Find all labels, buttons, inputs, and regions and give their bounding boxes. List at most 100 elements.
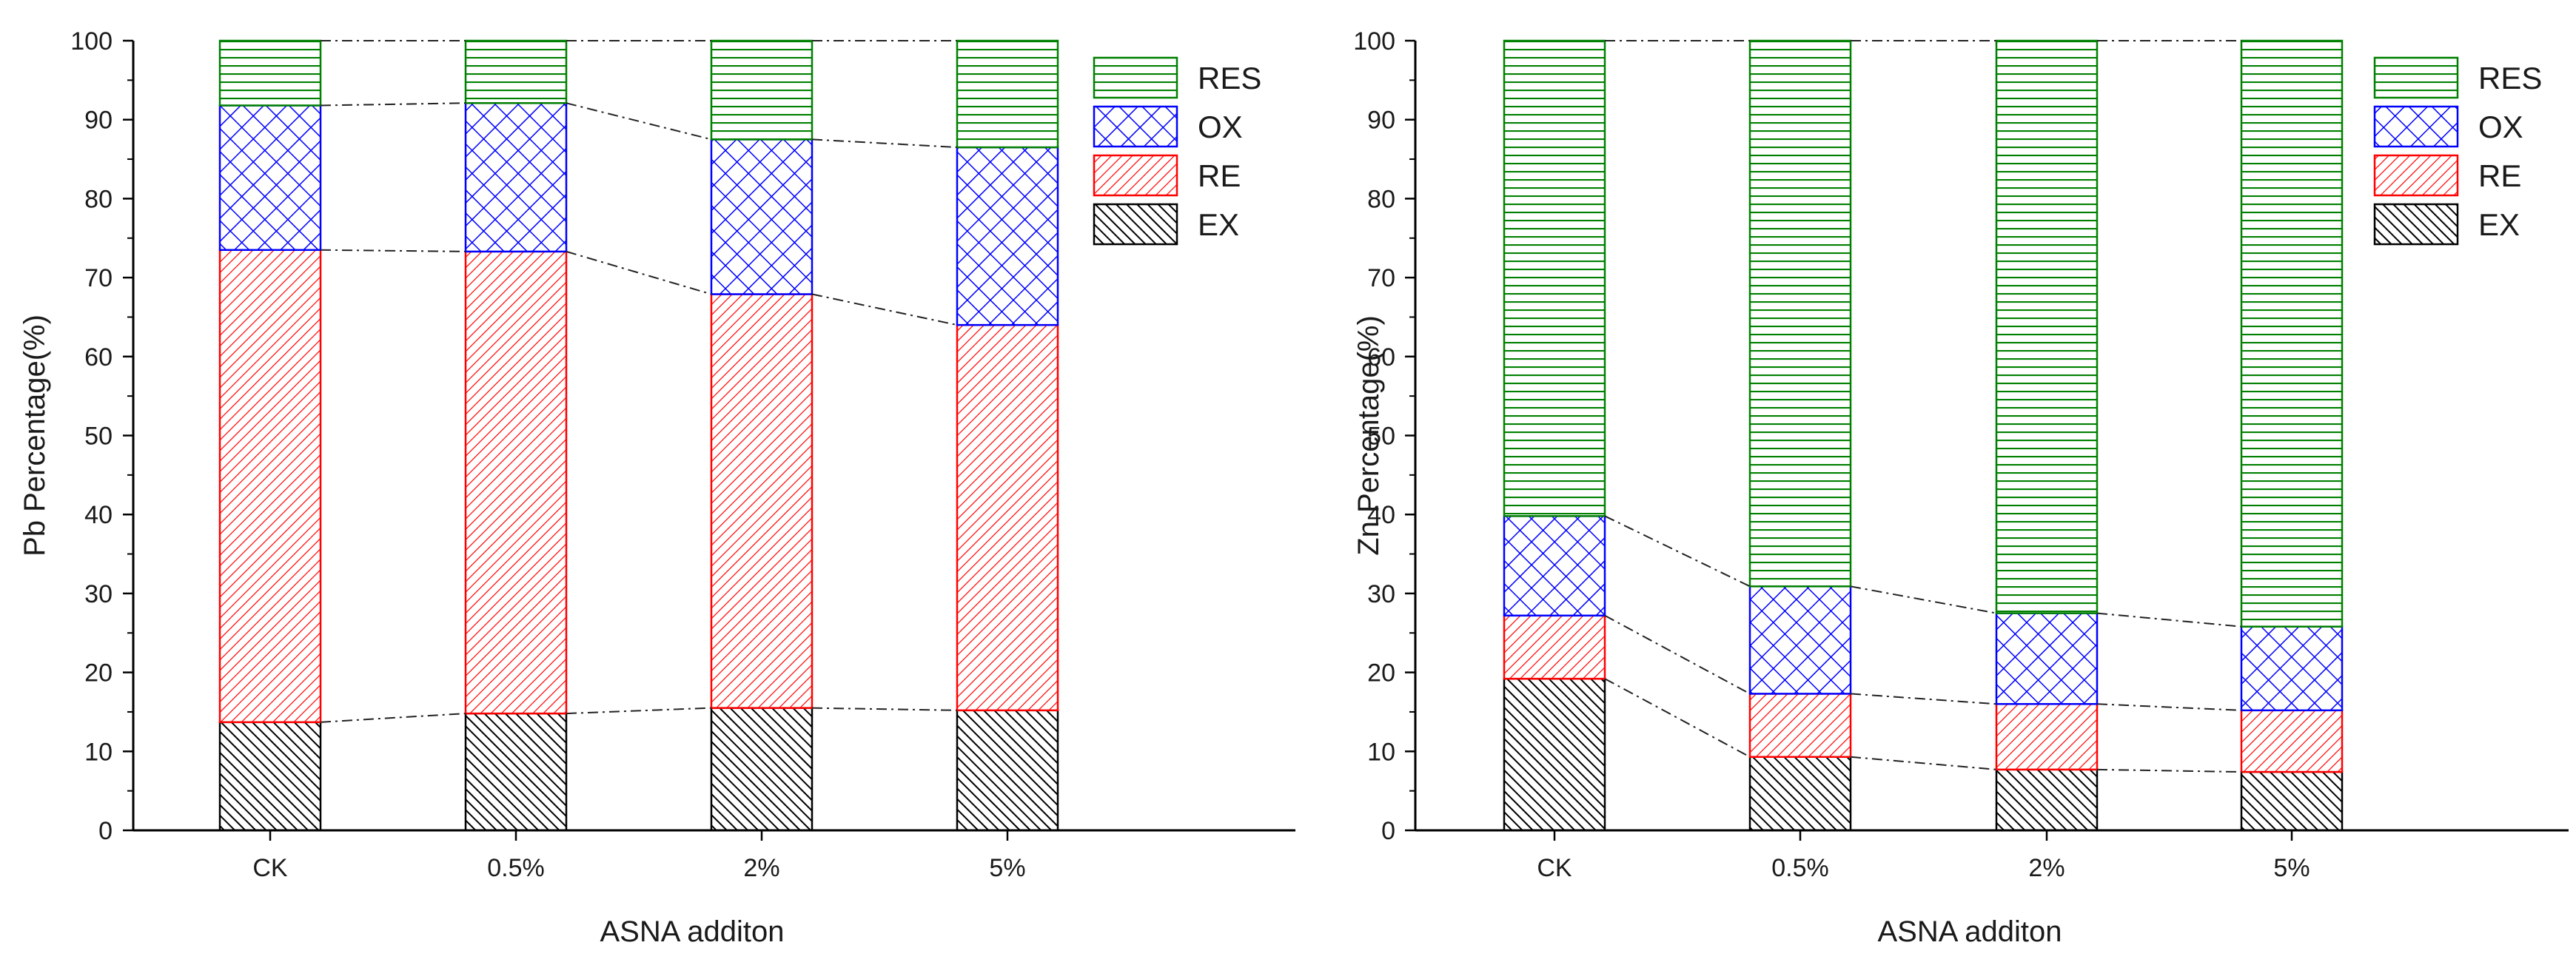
- y-tick-label: 20: [1367, 659, 1395, 688]
- connector-line-1-0: [1604, 614, 1751, 695]
- y-tick-label: 50: [84, 423, 113, 451]
- x-tick-label: 0.5%: [1771, 854, 1829, 882]
- x-tick-label: 0.5%: [487, 854, 545, 882]
- legend-swatch-ex: [1093, 203, 1178, 246]
- y-tick-label: 50: [1367, 423, 1395, 451]
- legend-swatch-ox: [2373, 105, 2459, 148]
- bar-res-0: [1503, 39, 1606, 517]
- y-tick-label: 30: [1367, 580, 1395, 608]
- connector-line-1-2: [2096, 703, 2242, 711]
- y-tick-label: 40: [84, 501, 113, 529]
- legend-swatch-res: [2373, 56, 2459, 99]
- y-tick-label: 60: [1367, 343, 1395, 372]
- legend-swatch-ox: [1093, 105, 1178, 148]
- bar-ex-3: [956, 709, 1059, 832]
- y-tick-label: 0: [98, 817, 113, 845]
- bar-ex-1: [464, 712, 568, 832]
- connector-line-0-1: [566, 707, 712, 715]
- y-axis-title: Pb Percentage(%): [19, 315, 51, 557]
- bar-ox-2: [710, 138, 814, 295]
- bar-ox-0: [218, 104, 322, 252]
- chart-panel-1: 0 10 20 30 40 50 60 70 80 90 100 CK 0.5% 2% 5% ASNA add…: [19, 27, 1295, 948]
- bar-re-3: [2240, 709, 2344, 773]
- connector-line-1-1: [1850, 693, 1997, 705]
- y-tick-label: 100: [1353, 27, 1395, 56]
- bar-re-2: [1995, 703, 2099, 771]
- connector-line-1-1: [566, 250, 712, 295]
- connector-line-2-1: [1850, 585, 1997, 614]
- y-tick-label: 60: [84, 343, 113, 372]
- connector-line-1-0: [320, 249, 466, 252]
- legend-label-ex: EX: [2478, 207, 2520, 242]
- legend-swatch-ex: [2373, 203, 2459, 246]
- connector-line-0-0: [1604, 678, 1751, 758]
- legend: RES OX RE EX: [1093, 56, 1261, 246]
- legend-label-res: RES: [1198, 61, 1261, 95]
- legend-label-ox: OX: [1198, 110, 1243, 144]
- x-axis-title: ASNA additon: [600, 915, 784, 948]
- chart-panel-2: 0 10 20 30 40 50 60 70 80 90 100 CK 0.5% 2% 5% ASNA add…: [1352, 27, 2569, 948]
- legend-label-re: RE: [1198, 158, 1241, 193]
- connector-line-0-2: [2096, 768, 2242, 773]
- y-tick-label: 80: [1367, 185, 1395, 213]
- bar-res-3: [956, 39, 1059, 149]
- bar-ex-2: [1995, 768, 2099, 832]
- bar-ox-3: [956, 146, 1059, 326]
- y-tick-label: 80: [84, 185, 113, 213]
- x-tick-label: CK: [1537, 854, 1572, 882]
- connector-line-1-2: [811, 293, 958, 326]
- y-tick-label: 10: [84, 738, 113, 766]
- bar-re-0: [218, 249, 322, 724]
- y-axis-title: Zn Percentage(%): [1352, 315, 1385, 556]
- legend-swatch-res: [1093, 56, 1178, 99]
- bar-ox-3: [2240, 625, 2344, 712]
- x-tick-label: 2%: [743, 854, 779, 882]
- bar-ex-0: [218, 721, 322, 832]
- y-tick-label: 0: [1381, 817, 1395, 845]
- legend-swatch-re: [2373, 154, 2459, 197]
- bar-ex-2: [710, 707, 814, 832]
- bar-ex-0: [1503, 677, 1606, 832]
- y-tick-label: 90: [1367, 107, 1395, 135]
- x-tick-label: CK: [252, 854, 288, 882]
- x-tick-label: 2%: [2028, 854, 2065, 882]
- bar-re-2: [710, 293, 814, 709]
- bar-re-0: [1503, 614, 1606, 680]
- y-tick-label: 70: [1367, 264, 1395, 292]
- y-tick-label: 20: [84, 659, 113, 688]
- y-tick-label: 90: [84, 107, 113, 135]
- x-axis-title: ASNA additon: [1877, 915, 2062, 948]
- bar-re-3: [956, 323, 1059, 712]
- bar-res-0: [218, 39, 322, 107]
- y-tick-label: 40: [1367, 501, 1395, 529]
- legend-label-re: RE: [2478, 158, 2521, 193]
- bar-re-1: [1748, 693, 1852, 759]
- legend-label-ex: EX: [1198, 207, 1239, 242]
- bar-res-2: [1995, 39, 2099, 614]
- y-tick-label: 30: [84, 580, 113, 608]
- connector-line-2-0: [1604, 515, 1751, 588]
- connector-line-2-2: [811, 138, 958, 149]
- connector-line-2-2: [2096, 612, 2242, 628]
- bar-ox-2: [1995, 612, 2099, 705]
- x-tick-label: 5%: [989, 854, 1025, 882]
- connector-line-2-1: [566, 102, 712, 141]
- bar-ox-1: [1748, 585, 1852, 695]
- y-tick-label: 70: [84, 264, 113, 292]
- bar-res-1: [464, 39, 568, 104]
- bar-ox-0: [1503, 515, 1606, 617]
- connector-line-0-2: [811, 707, 958, 711]
- bar-res-2: [710, 39, 814, 141]
- legend: RES OX RE EX: [2373, 56, 2542, 246]
- connector-line-2-0: [320, 102, 466, 107]
- legend-label-res: RES: [2478, 61, 2542, 95]
- y-tick-label: 10: [1367, 738, 1395, 766]
- y-tick-label: 100: [70, 27, 113, 56]
- legend-label-ox: OX: [2478, 110, 2523, 144]
- bar-res-1: [1748, 39, 1852, 588]
- bar-ox-1: [464, 102, 568, 253]
- legend-swatch-re: [1093, 154, 1178, 197]
- bar-re-1: [464, 250, 568, 715]
- connector-line-0-0: [320, 713, 466, 723]
